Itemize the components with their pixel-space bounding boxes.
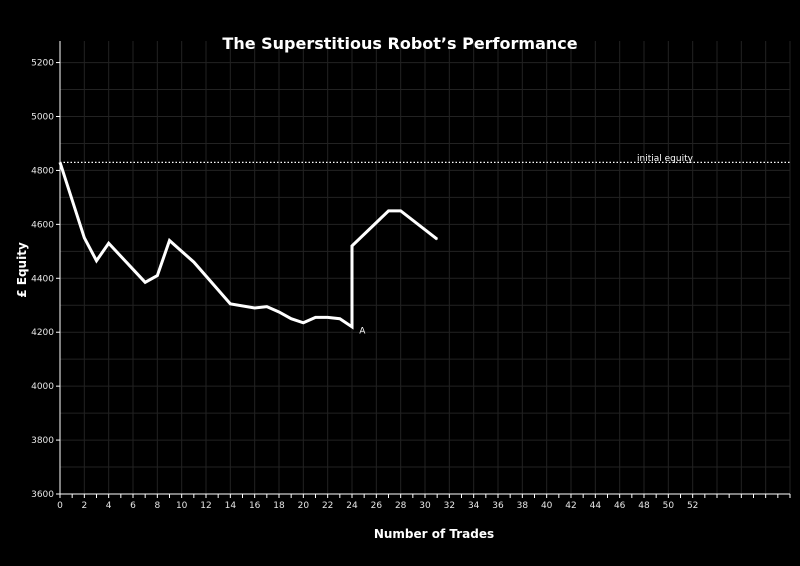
annotation-group: A [359,327,366,337]
x-tick-label: 46 [614,501,626,511]
x-tick-label: 10 [176,501,188,511]
x-tick-label: 44 [590,501,602,511]
x-tick-label: 8 [154,501,160,511]
y-tick-label: 4200 [31,328,54,338]
data-point [278,311,280,313]
x-tick-label: 28 [395,501,407,511]
y-tick-label: 5000 [31,113,54,123]
data-point [327,316,329,318]
x-tick-label: 22 [322,501,333,511]
x-tick-label: 0 [57,501,63,511]
data-point [144,281,146,283]
data-point [436,238,438,240]
data-point [315,316,316,318]
data-point [266,306,268,308]
x-tick-label: 18 [273,501,285,511]
x-tick-label: 36 [492,501,504,511]
x-tick-label: 20 [298,501,310,511]
data-point [290,318,292,320]
grid [59,41,791,495]
data-point [96,260,97,262]
y-tick-label: 4600 [31,220,54,230]
y-tick-label: 4400 [31,274,54,284]
data-point [351,245,353,247]
data-point [156,275,158,277]
series-line [58,161,439,330]
reference-line-label: initial equity [637,154,694,164]
x-tick-label: 34 [468,501,480,511]
x-tick-label: 32 [444,501,455,511]
data-point [339,318,341,320]
x-tick-label: 48 [638,501,650,511]
y-tick-label: 4000 [31,382,54,392]
data-point [169,240,170,242]
x-axis-label: Number of Trades [374,527,494,541]
data-point [193,261,195,263]
x-tick-label: 52 [687,501,698,511]
data-point [254,307,256,309]
data-point [400,210,402,212]
x-tick-label: 40 [541,501,553,511]
x-tick-label: 24 [346,501,358,511]
x-tick-label: 12 [200,501,211,511]
x-tick-label: 4 [106,501,112,511]
series-group [58,161,439,330]
x-tick-label: 42 [565,501,576,511]
reference-line-group: initial equity [60,154,790,164]
x-tick-label: 2 [81,501,87,511]
annotation-a: A [359,327,366,337]
data-point [229,303,231,305]
data-point [351,326,353,328]
y-tick-label: 4800 [31,166,54,176]
data-point [59,161,61,163]
chart-title: The Superstitious Robot’s Performance [222,34,577,53]
data-point [302,322,304,324]
x-tick-label: 16 [249,501,261,511]
data-point [388,210,389,212]
y-axis-label: £ Equity [15,242,29,298]
y-tick-label: 3600 [31,490,54,500]
x-tick-label: 14 [225,501,237,511]
x-tick-label: 50 [663,501,675,511]
x-tick-label: 38 [517,501,529,511]
x-tick-label: 6 [130,501,136,511]
data-point [83,237,85,239]
x-tick-label: 30 [419,501,431,511]
y-tick-label: 5200 [31,59,54,69]
y-tick-label: 3800 [31,436,54,446]
x-tick-label: 26 [371,501,383,511]
data-point [108,242,110,244]
